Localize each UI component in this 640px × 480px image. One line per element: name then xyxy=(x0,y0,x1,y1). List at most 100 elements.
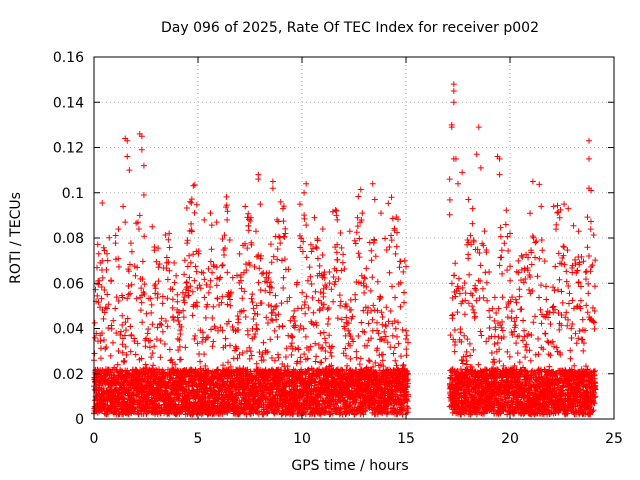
data-point xyxy=(91,334,98,341)
data-point xyxy=(141,281,148,288)
data-point xyxy=(152,285,159,292)
data-point xyxy=(166,346,173,353)
data-point xyxy=(100,337,107,344)
data-point xyxy=(93,264,100,271)
data-point xyxy=(148,309,155,316)
data-point xyxy=(115,263,122,270)
data-point xyxy=(166,244,173,251)
data-point xyxy=(125,268,132,275)
data-point xyxy=(100,315,107,322)
data-point xyxy=(146,344,153,351)
data-point xyxy=(138,355,145,362)
data-point xyxy=(127,348,134,355)
data-point xyxy=(169,296,176,303)
data-point xyxy=(91,319,98,326)
data-point xyxy=(97,338,104,345)
data-point xyxy=(117,331,124,338)
data-point xyxy=(153,258,160,265)
data-point xyxy=(115,255,122,262)
data-point xyxy=(128,331,135,338)
data-point xyxy=(148,301,155,308)
data-point xyxy=(112,305,119,312)
data-point xyxy=(134,340,141,347)
data-point xyxy=(147,337,154,344)
data-point xyxy=(155,245,162,252)
data-point xyxy=(110,317,117,324)
data-point xyxy=(115,347,122,354)
data-point xyxy=(135,225,142,232)
data-point xyxy=(99,274,106,281)
data-point xyxy=(148,354,155,361)
data-point xyxy=(151,398,158,405)
data-point xyxy=(145,326,152,333)
data-point xyxy=(138,299,145,306)
data-point xyxy=(108,278,115,285)
data-point xyxy=(115,226,122,233)
data-point xyxy=(157,354,164,361)
data-point xyxy=(97,355,104,362)
data-point xyxy=(161,340,168,347)
data-point xyxy=(104,291,111,298)
data-point xyxy=(164,323,171,330)
data-point xyxy=(149,321,156,328)
data-point xyxy=(159,328,166,335)
data-point xyxy=(126,261,133,268)
data-point xyxy=(133,295,140,302)
data-point xyxy=(128,248,135,255)
data-point xyxy=(101,309,108,316)
data-point xyxy=(159,300,166,307)
data-point xyxy=(117,328,124,335)
data-point xyxy=(151,343,158,350)
data-point xyxy=(170,313,177,320)
data-point xyxy=(150,362,157,369)
data-point xyxy=(160,369,167,376)
data-point xyxy=(121,398,128,405)
data-point xyxy=(99,200,106,207)
data-point xyxy=(166,230,173,237)
data-point xyxy=(169,304,176,311)
data-point xyxy=(157,320,164,327)
data-point xyxy=(156,261,163,268)
data-point xyxy=(163,254,170,261)
data-point xyxy=(102,304,109,311)
data-point xyxy=(100,244,107,251)
data-point xyxy=(125,282,132,289)
data-point xyxy=(128,281,135,288)
data-point xyxy=(158,315,165,322)
data-point xyxy=(119,349,126,356)
data-point xyxy=(164,276,171,283)
data-point xyxy=(149,365,156,372)
data-point xyxy=(114,361,121,368)
data-point xyxy=(119,312,126,319)
data-point xyxy=(124,295,131,302)
data-point xyxy=(105,301,112,308)
data-point xyxy=(94,241,101,248)
data-point xyxy=(143,310,150,317)
data-point xyxy=(115,297,122,304)
data-point xyxy=(142,343,149,350)
data-point xyxy=(121,357,128,364)
data-point xyxy=(119,321,126,328)
data-point xyxy=(137,307,144,314)
data-point xyxy=(141,233,148,240)
data-point xyxy=(158,321,165,328)
data-point xyxy=(113,329,120,336)
data-point xyxy=(113,294,120,301)
data-point xyxy=(127,323,134,330)
data-point xyxy=(122,319,129,326)
data-point xyxy=(98,283,105,290)
data-point xyxy=(139,258,146,265)
data-point xyxy=(153,336,160,343)
data-point xyxy=(98,295,105,302)
data-point xyxy=(157,337,164,344)
data-point xyxy=(169,286,176,293)
data-point xyxy=(141,290,148,297)
data-point xyxy=(164,295,171,302)
data-point xyxy=(162,318,169,325)
data-point xyxy=(119,294,126,301)
data-point xyxy=(170,316,177,323)
data-point xyxy=(127,240,134,247)
data-point xyxy=(125,291,132,298)
data-point xyxy=(103,305,110,312)
